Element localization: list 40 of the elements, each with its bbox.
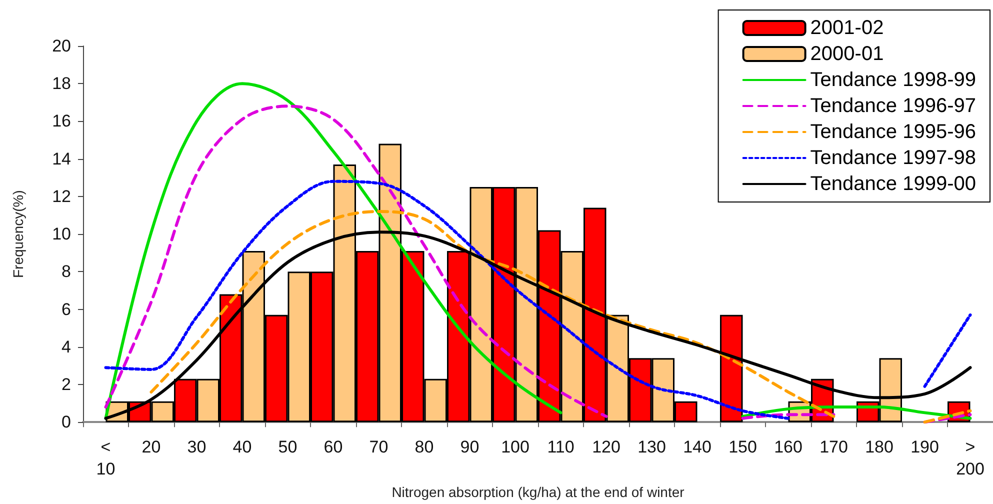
x-tick-label: 160 [774, 438, 802, 457]
y-tick-label: 6 [62, 300, 71, 319]
y-axis-title: Frequency(%) [10, 190, 26, 278]
x-tick-label: 60 [324, 438, 343, 457]
x-tick-label: 190 [910, 438, 939, 457]
y-tick-label: 2 [62, 374, 71, 394]
x-tick-label: > 200 [956, 438, 984, 479]
y-tick-label: 12 [52, 186, 71, 206]
x-tick-label: < 10 [96, 438, 116, 479]
y-tick-label: 14 [52, 149, 71, 168]
y-tick-label: 20 [52, 36, 71, 56]
x-tick-label: 90 [460, 438, 480, 457]
y-tick-label: 16 [52, 112, 71, 131]
x-tick-label: 120 [592, 438, 620, 457]
legend-label: 2001-02 [810, 17, 884, 39]
x-tick-label: 150 [728, 438, 757, 457]
x-axis-title: Nitrogen absorption (kg/ha) at the end of winter [392, 484, 685, 500]
legend-label: Tendance 1998-99 [810, 69, 976, 91]
y-tick-label: 0 [62, 412, 71, 432]
x-tick-label: 20 [142, 438, 161, 457]
x-tick-label: 130 [638, 438, 666, 457]
y-tick-label: 8 [62, 262, 71, 282]
y-tick-label: 10 [52, 224, 71, 244]
y-tick-label: 4 [62, 337, 71, 356]
x-tick-label: 50 [278, 438, 298, 457]
x-tick-label: 100 [501, 438, 530, 457]
x-tick-label: 70 [369, 438, 388, 457]
x-tick-label: 30 [187, 438, 206, 457]
x-tick-label: 110 [547, 438, 574, 457]
x-tick-label: 80 [414, 438, 434, 457]
y-tick-label: 18 [52, 74, 71, 94]
legend-label: Tendance 1996-97 [810, 95, 976, 117]
x-tick-label: 140 [683, 438, 712, 457]
x-tick-label: 180 [865, 438, 894, 457]
legend-label: 2000-01 [810, 43, 884, 65]
legend-label: Tendance 1997-98 [810, 147, 976, 169]
x-tick-label: 170 [820, 438, 848, 457]
legend-label: Tendance 1995-96 [810, 121, 976, 143]
legend-label: Tendance 1999-00 [810, 173, 976, 195]
x-tick-label: 40 [232, 438, 252, 457]
